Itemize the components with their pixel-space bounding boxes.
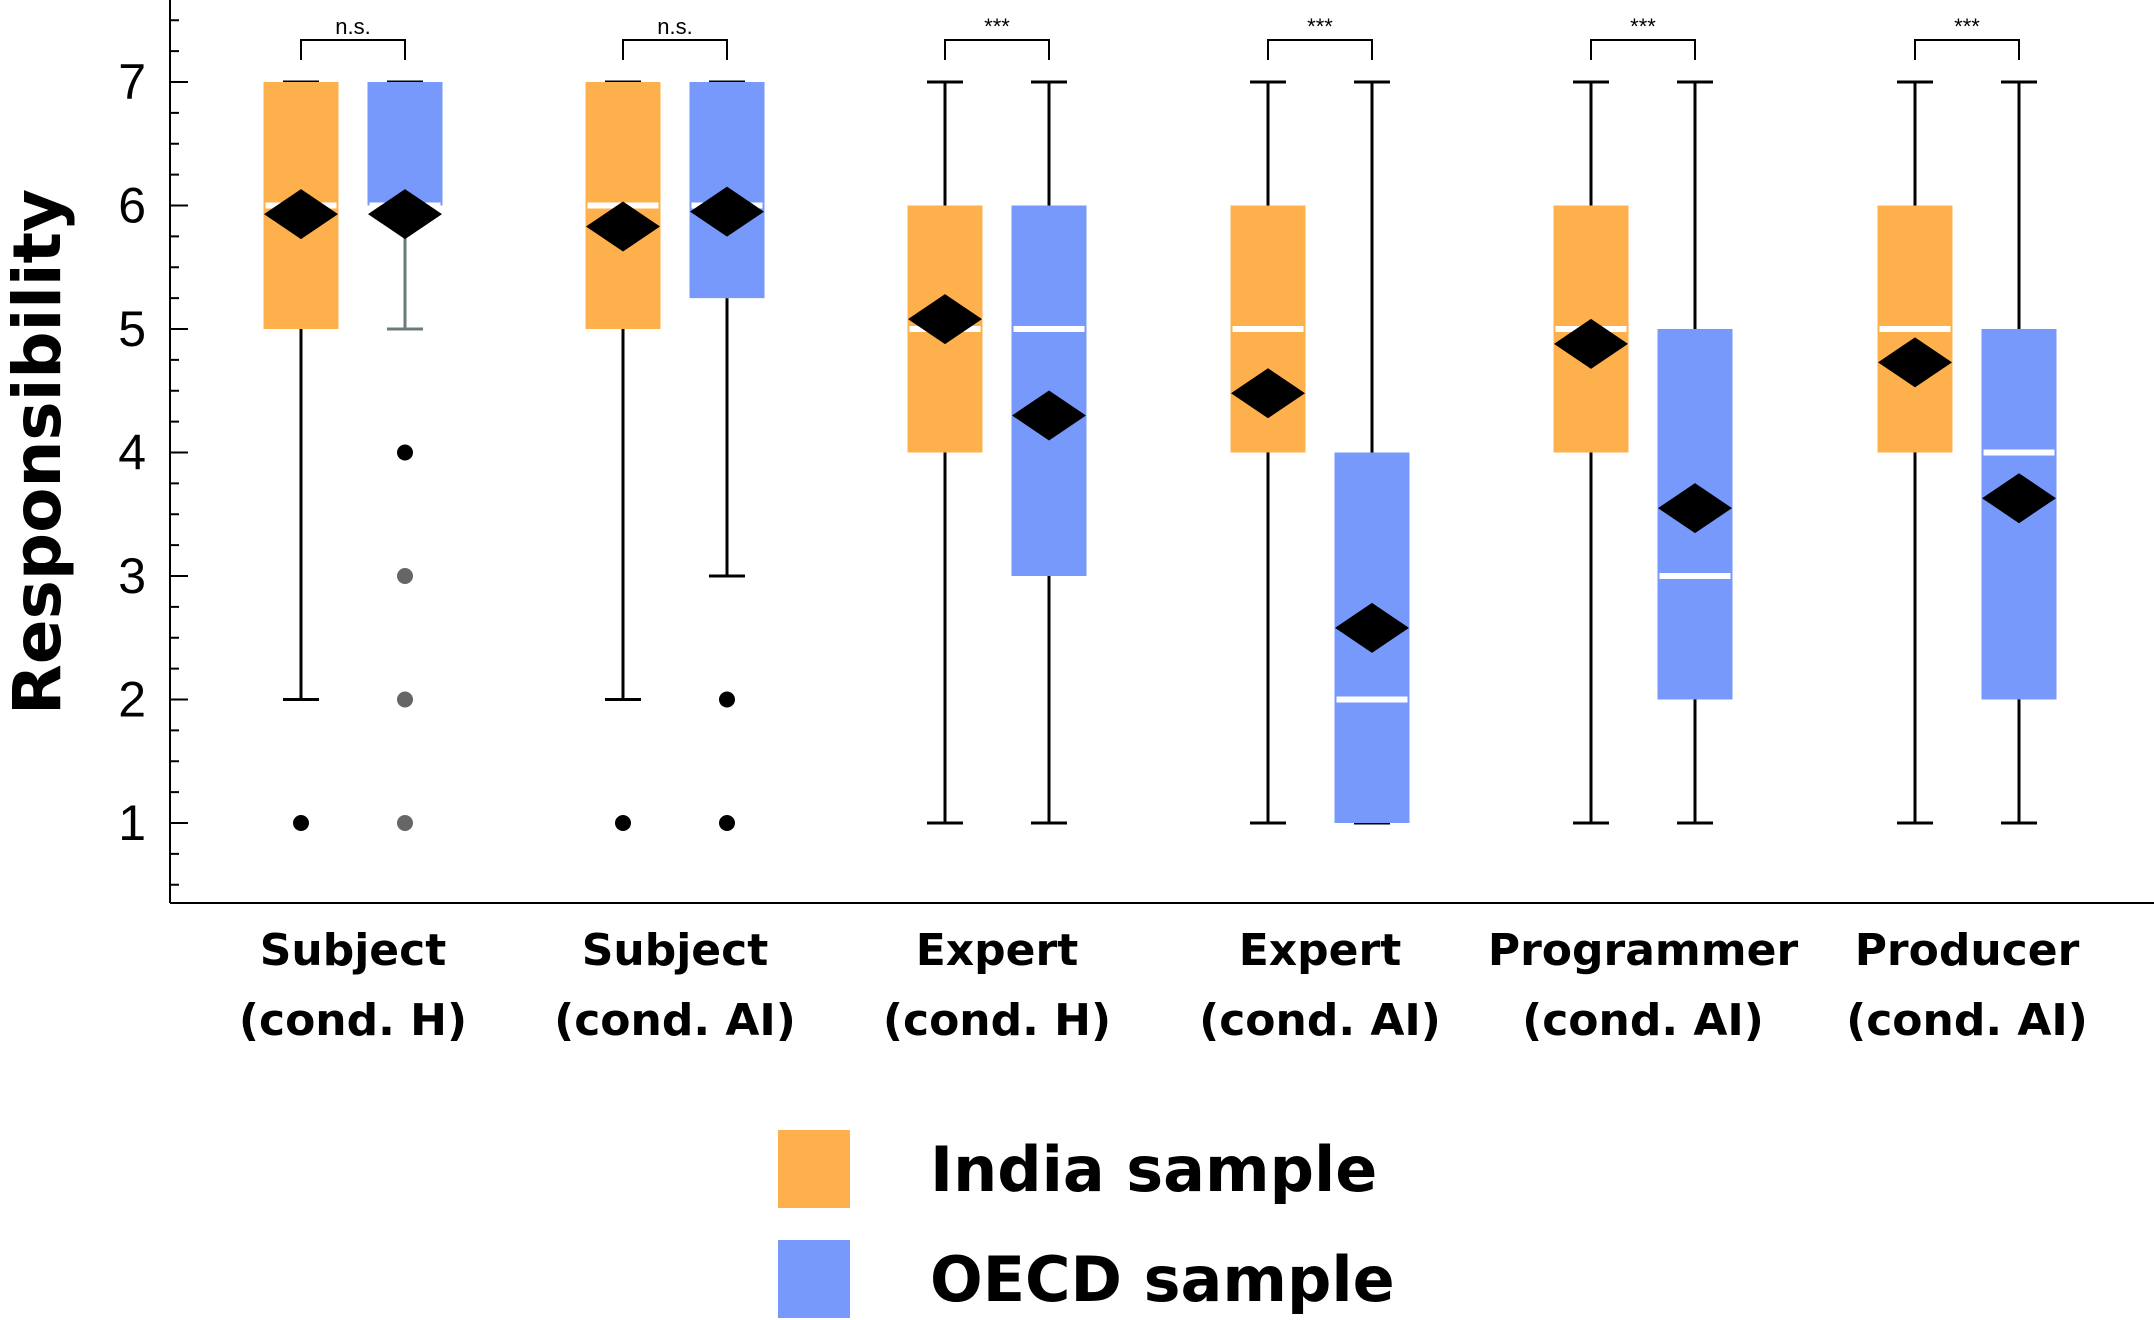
axes: 1 2 3 4 5 6 7 bbox=[118, 0, 2154, 904]
box-group: *** bbox=[1230, 14, 1410, 825]
outlier-point bbox=[397, 691, 413, 708]
legend: India sample OECD sample bbox=[778, 1130, 1395, 1318]
category-label: Programmer bbox=[1488, 925, 1799, 976]
box-group: n.s. bbox=[263, 14, 443, 831]
mean-marker bbox=[1554, 318, 1628, 369]
legend-label: OECD sample bbox=[930, 1243, 1395, 1316]
mean-marker bbox=[1335, 602, 1409, 653]
outlier-point bbox=[615, 815, 631, 831]
significance-label: *** bbox=[1307, 14, 1333, 39]
significance-label: n.s. bbox=[335, 14, 370, 39]
mean-marker bbox=[264, 189, 338, 240]
category-label: Expert bbox=[1239, 925, 1402, 976]
outlier-point bbox=[397, 568, 413, 584]
box-group: *** bbox=[1877, 14, 2057, 825]
y-axis-label: Responsibility bbox=[0, 189, 76, 715]
category-label: Expert bbox=[916, 925, 1079, 976]
category-label: (cond. AI) bbox=[1199, 995, 1441, 1046]
legend-entry: OECD sample bbox=[778, 1240, 1395, 1318]
outlier-point bbox=[397, 815, 413, 831]
significance-bracket bbox=[944, 39, 1050, 60]
legend-swatch bbox=[778, 1240, 850, 1318]
mean-marker bbox=[1982, 473, 2056, 524]
y-tick-label: 2 bbox=[118, 672, 146, 728]
significance-bracket bbox=[622, 39, 728, 60]
outlier-point bbox=[293, 815, 309, 831]
significance-bracket bbox=[300, 39, 406, 60]
mean-marker bbox=[1658, 483, 1732, 534]
outlier-point bbox=[397, 444, 413, 461]
mean-marker bbox=[586, 201, 660, 252]
box-group: *** bbox=[907, 14, 1087, 825]
significance-label: n.s. bbox=[657, 14, 692, 39]
outlier-point bbox=[719, 691, 735, 708]
plot-area: n.s. n.s. *** *** *** *** bbox=[263, 14, 2057, 831]
legend-entry: India sample bbox=[778, 1130, 1377, 1208]
y-tick-label: 1 bbox=[118, 795, 146, 851]
significance-bracket bbox=[1267, 39, 1373, 60]
y-tick-label: 5 bbox=[118, 301, 146, 357]
mean-marker bbox=[1231, 368, 1305, 419]
significance-label: *** bbox=[984, 14, 1010, 39]
iqr-box bbox=[367, 82, 443, 206]
y-tick-label: 7 bbox=[118, 54, 146, 110]
box-group: n.s. bbox=[585, 14, 765, 831]
significance-label: *** bbox=[1630, 14, 1656, 39]
y-tick-label: 4 bbox=[118, 425, 146, 481]
category-label: (cond. AI) bbox=[554, 995, 796, 1046]
category-label: Subject bbox=[582, 925, 769, 976]
category-label: (cond. AI) bbox=[1846, 995, 2088, 1046]
mean-marker bbox=[1012, 390, 1086, 441]
category-label: (cond. H) bbox=[239, 995, 467, 1046]
mean-marker bbox=[908, 294, 982, 345]
legend-label: India sample bbox=[930, 1133, 1377, 1206]
y-tick-label: 6 bbox=[118, 178, 146, 234]
outlier-point bbox=[719, 815, 735, 831]
legend-swatch bbox=[778, 1130, 850, 1208]
category-label: Producer bbox=[1855, 925, 2080, 976]
y-tick-label: 3 bbox=[118, 548, 146, 604]
significance-bracket bbox=[1914, 39, 2020, 60]
significance-bracket bbox=[1590, 39, 1696, 60]
category-label: (cond. AI) bbox=[1522, 995, 1764, 1046]
significance-label: *** bbox=[1954, 14, 1980, 39]
category-label: Subject bbox=[260, 925, 447, 976]
box-group: *** bbox=[1553, 14, 1733, 825]
mean-marker bbox=[1878, 337, 1952, 388]
mean-marker bbox=[368, 189, 442, 240]
mean-marker bbox=[690, 186, 764, 237]
category-label: (cond. H) bbox=[883, 995, 1111, 1046]
category-labels: Subject (cond. H) Subject (cond. AI) Expert (… bbox=[239, 925, 2088, 1046]
